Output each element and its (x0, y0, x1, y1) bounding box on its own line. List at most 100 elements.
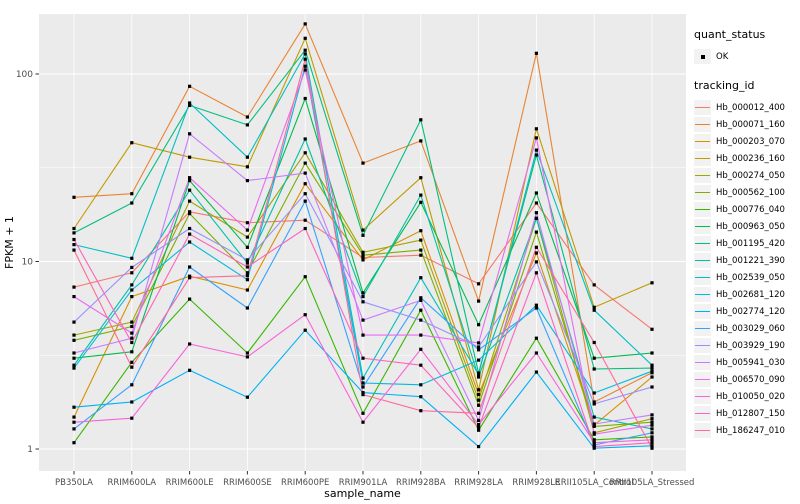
data-point (72, 415, 76, 419)
legend-item-Hb_001195_420: Hb_001195_420 (694, 235, 800, 252)
data-point (419, 193, 423, 197)
line-swatch-icon (694, 355, 711, 370)
data-point (303, 64, 307, 68)
line-swatch-icon (694, 236, 711, 251)
data-point (361, 161, 365, 165)
data-point (188, 297, 192, 301)
data-point (303, 275, 307, 279)
data-point (477, 388, 481, 392)
data-point (592, 441, 596, 445)
legend-item-label: Hb_000203_070 (716, 136, 785, 147)
data-point (361, 376, 365, 380)
line-swatch-icon (694, 202, 711, 217)
data-point (419, 333, 423, 337)
data-point (188, 103, 192, 107)
data-point (245, 261, 249, 265)
data-point (303, 22, 307, 26)
data-point (477, 323, 481, 327)
data-point (130, 400, 134, 404)
data-point (72, 248, 76, 252)
data-point (361, 255, 365, 260)
data-point (130, 288, 134, 292)
data-point (650, 363, 654, 367)
x-tick-label: RRIM600SE (223, 478, 272, 488)
data-point (303, 48, 307, 52)
data-point (650, 438, 654, 442)
data-point (72, 351, 76, 355)
data-point (245, 355, 249, 359)
data-point (419, 296, 423, 300)
data-point (245, 235, 249, 239)
data-point (188, 232, 192, 236)
x-tick-label: RRIM901LA (339, 478, 388, 488)
legend-item-label: Hb_000963_050 (716, 221, 785, 232)
data-point (188, 179, 192, 183)
data-point (303, 57, 307, 61)
data-point (650, 431, 654, 435)
x-tick-label: RRIM928BA (396, 478, 446, 488)
data-point (361, 300, 365, 304)
data-point (361, 258, 365, 262)
data-point (72, 333, 76, 337)
y-tick-label: 1 (27, 445, 33, 455)
data-point (534, 127, 538, 131)
data-point (419, 363, 423, 367)
legend-item-Hb_002681_120: Hb_002681_120 (694, 286, 800, 303)
data-point (650, 385, 654, 389)
legend-item-Hb_012807_150: Hb_012807_150 (694, 405, 800, 422)
x-axis-title: sample_name (324, 487, 401, 500)
data-point (419, 318, 423, 322)
data-point (188, 265, 192, 269)
data-point (130, 265, 134, 269)
data-point (361, 385, 365, 389)
data-point (419, 383, 423, 387)
data-point (419, 248, 423, 252)
data-point (72, 295, 76, 299)
data-point (650, 281, 654, 285)
data-point (245, 265, 249, 269)
line-swatch-icon (694, 151, 711, 166)
data-point (72, 366, 76, 370)
line-swatch-icon (694, 287, 711, 302)
legend-item-label: Hb_001195_420 (716, 238, 785, 249)
data-point (477, 426, 481, 430)
legend-item-label: OK (716, 51, 729, 62)
data-point (245, 221, 249, 225)
data-point (592, 402, 596, 406)
data-point (361, 228, 365, 232)
data-point (130, 141, 134, 145)
line-swatch-icon (694, 168, 711, 183)
data-point (188, 101, 192, 105)
y-tick-label: 10 (22, 258, 34, 268)
data-point (534, 251, 538, 255)
legend-item-label: Hb_000236_160 (716, 153, 785, 164)
data-point (72, 356, 76, 360)
data-point (188, 368, 192, 372)
data-point (534, 245, 538, 249)
data-point (419, 308, 423, 312)
line-swatch-icon (694, 304, 711, 319)
data-point (650, 366, 654, 370)
data-point (130, 256, 134, 260)
data-point (534, 191, 538, 195)
data-point (592, 400, 596, 404)
line-swatch-icon (694, 270, 711, 285)
data-point (592, 283, 596, 287)
data-point (303, 151, 307, 155)
x-tick-label: RRII105LA_Stressed (610, 478, 695, 488)
x-tick-label: RRIM600LE (166, 478, 214, 488)
legend-item-Hb_000203_070: Hb_000203_070 (694, 133, 800, 150)
data-point (650, 444, 654, 448)
data-point (477, 345, 481, 349)
data-point (361, 420, 365, 424)
data-point (245, 165, 249, 169)
data-point (303, 52, 307, 56)
line-swatch-icon (694, 321, 711, 336)
data-point (72, 226, 76, 231)
data-point (72, 441, 76, 445)
data-point (361, 295, 365, 299)
data-point (592, 308, 596, 312)
legend-item-label: Hb_001221_390 (716, 255, 785, 266)
legend-item-Hb_000963_050: Hb_000963_050 (694, 218, 800, 235)
